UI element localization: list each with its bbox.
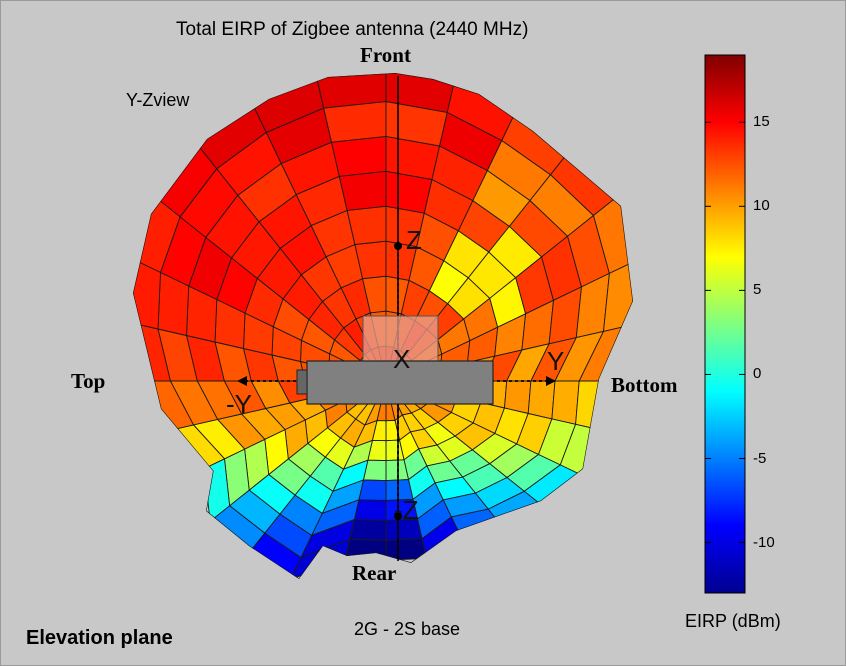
surface-patch [338, 170, 387, 211]
surface-patch [575, 380, 604, 431]
device-connector [296, 369, 308, 395]
neg-z-axis-label: -Z [394, 495, 419, 525]
colorbar-tick-label: 0 [753, 365, 762, 383]
neg-z-axis-marker [394, 512, 402, 520]
top-label: Top [71, 369, 106, 393]
device-board [306, 360, 494, 405]
pattern-outline [133, 73, 633, 579]
colorbar-gradient [704, 54, 746, 594]
surface-patch [344, 538, 387, 561]
surface-patch [527, 380, 556, 420]
surface-patch [315, 73, 387, 109]
surface-patch [349, 519, 387, 541]
colorbar-tick-label: -10 [753, 533, 775, 551]
bottom-label: Bottom [611, 373, 678, 397]
front-label: Front [360, 43, 411, 67]
colorbar-tick-label: 15 [753, 113, 770, 131]
rear-label: Rear [352, 561, 397, 585]
surface-patch [330, 135, 387, 177]
y-axis-label: Y [547, 346, 565, 376]
surface-patch [353, 499, 387, 521]
z-axis-marker [394, 242, 402, 250]
view-label: Y-Zview [126, 90, 190, 110]
subtitle: 2G - 2S base [354, 619, 461, 639]
plane-label: Elevation plane [26, 627, 173, 649]
surface-patch [551, 380, 580, 425]
z-axis-label: Z [406, 225, 422, 255]
chart-title: Total EIRP of Zigbee antenna (2440 MHz) [176, 19, 529, 40]
neg-y-axis-label: -Y [226, 389, 252, 419]
neg-y-arrow-head [237, 376, 247, 386]
y-arrow-head [546, 376, 556, 386]
surface-patch [592, 194, 633, 275]
colorbar-tick-label: 10 [753, 197, 770, 215]
colorbar-tick-label: 5 [753, 281, 762, 299]
colorbar-label: EIRP (dBm) [685, 611, 781, 631]
colorbar-tick-label: -5 [753, 449, 767, 467]
antenna-element [362, 315, 439, 362]
surface-patch [323, 100, 387, 143]
coordinate-axes [237, 76, 556, 561]
x-axis-label: X [393, 344, 411, 374]
colorbar [704, 54, 746, 594]
